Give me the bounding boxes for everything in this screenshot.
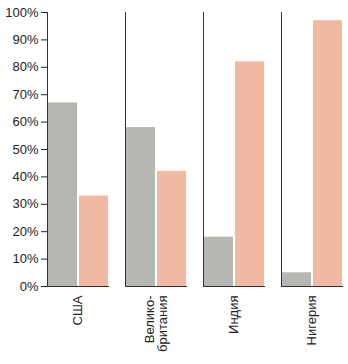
svg-text:100%: 100%: [5, 5, 39, 20]
svg-text:Индия: Индия: [226, 296, 241, 334]
svg-text:10%: 10%: [12, 251, 38, 266]
svg-text:20%: 20%: [12, 224, 38, 239]
svg-text:50%: 50%: [12, 142, 38, 157]
svg-text:40%: 40%: [12, 169, 38, 184]
svg-text:80%: 80%: [12, 59, 38, 74]
svg-text:Велико-британия: Велико-британия: [142, 296, 170, 352]
svg-text:70%: 70%: [12, 87, 38, 102]
svg-text:Нигерия: Нигерия: [304, 296, 319, 346]
svg-text:30%: 30%: [12, 196, 38, 211]
svg-text:60%: 60%: [12, 114, 38, 129]
svg-text:90%: 90%: [12, 32, 38, 47]
svg-text:0%: 0%: [20, 279, 39, 294]
svg-text:США: США: [70, 295, 85, 325]
